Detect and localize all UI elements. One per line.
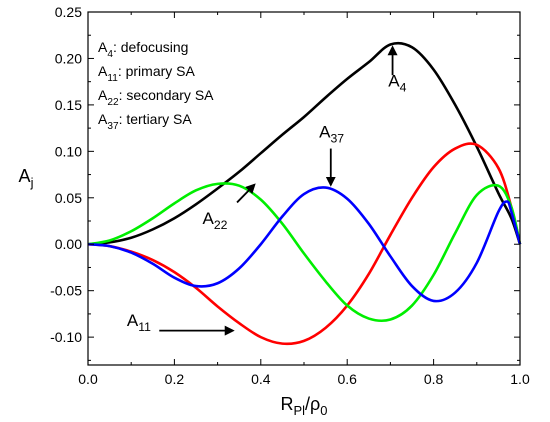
series-line-2 (87, 182, 522, 323)
annotations: A4 A37 A22 A11 (127, 45, 407, 336)
x-tick-label: 0.6 (337, 371, 357, 387)
y-tick-label: 0.25 (55, 4, 82, 20)
x-tick-label: 0.2 (165, 371, 185, 387)
series-line-0 (87, 41, 522, 246)
x-tick-label: 0.4 (251, 371, 271, 387)
y-tick-label: 0.15 (55, 97, 82, 113)
x-tick-label: 0.8 (424, 371, 444, 387)
labels-layer: 0.0 0.2 0.4 0.6 0.8 1.0 -0.10 -0.05 0.00 0.05 0.10… (19, 4, 530, 418)
annotation-label: A37 (319, 122, 344, 145)
series-line-3 (87, 186, 522, 303)
annotation-label: A11 (127, 311, 151, 334)
series-layer (87, 41, 522, 346)
annotation-label: A22 (202, 209, 227, 232)
y-tick-label: 0.10 (55, 143, 82, 159)
y-tick-label: -0.05 (50, 283, 82, 299)
y-axis-title: Aj (19, 166, 34, 190)
legend-entry: A22: secondary SA (98, 87, 214, 108)
legend-entry: A11: primary SA (98, 63, 195, 84)
ticks-layer (87, 11, 521, 365)
y-tick-label: 0.05 (55, 190, 82, 206)
series-line-1 (87, 142, 522, 346)
legend: A4: defocusing A11: primary SA A22: second… (98, 39, 214, 132)
x-axis-title: RPl/ρ0 (281, 394, 328, 418)
x-tick-label: 0.0 (78, 371, 98, 387)
annotation-label: A4 (388, 71, 406, 94)
y-tick-label: -0.10 (50, 329, 82, 345)
y-tick-label: 0.20 (55, 50, 82, 66)
legend-entry: A37: tertiary SA (98, 111, 192, 132)
annotation-arrow (236, 183, 256, 204)
x-tick-label: 1.0 (510, 371, 530, 387)
legend-entry: A4: defocusing (98, 39, 188, 60)
y-tick-label: 0.00 (55, 236, 82, 252)
